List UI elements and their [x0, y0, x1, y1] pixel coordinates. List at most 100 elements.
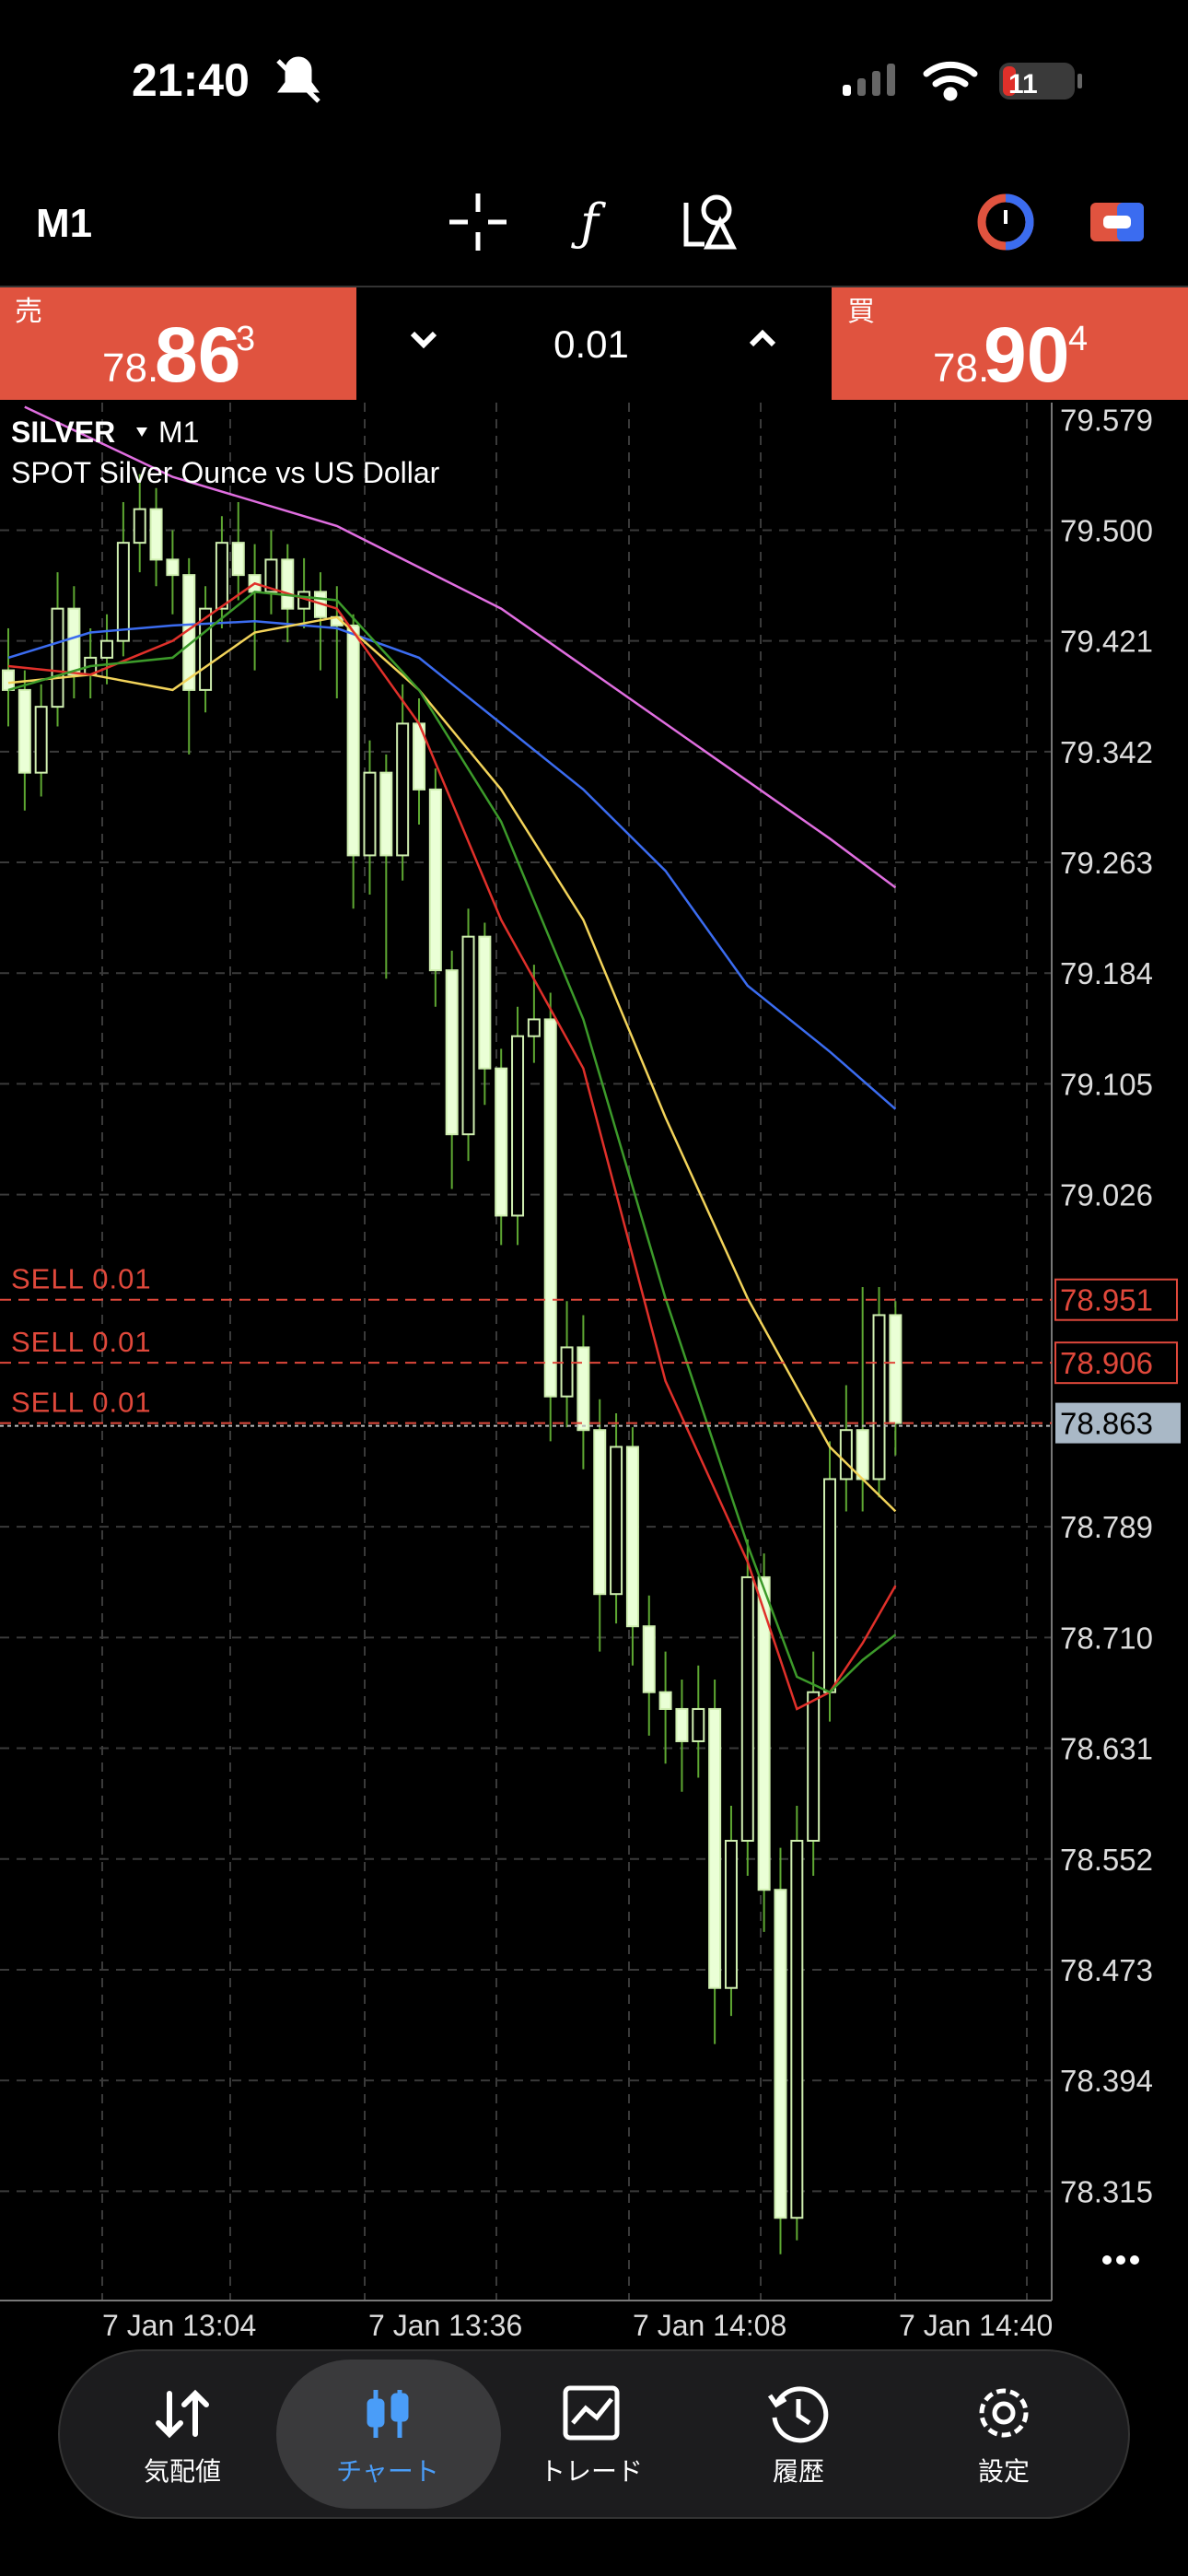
candle-body: [17, 688, 31, 774]
chart-timeframe: M1: [158, 416, 199, 449]
moving-average: [7, 581, 897, 1711]
objects-button[interactable]: [683, 194, 738, 250]
candle-body: [133, 508, 146, 544]
history-icon[interactable]: [767, 2386, 829, 2443]
trade-button[interactable]: [1090, 203, 1144, 241]
symbol-dropdown[interactable]: [136, 427, 147, 437]
buy-price-big: 90: [984, 311, 1069, 398]
candle-body: [461, 935, 475, 1136]
candle-body: [560, 1346, 574, 1398]
trade-icon[interactable]: [563, 2385, 620, 2441]
one-click-button[interactable]: [977, 193, 1034, 251]
grid: [0, 403, 1052, 2301]
sell-label: 売: [15, 297, 42, 327]
plot: [2, 405, 903, 2254]
active-tab: [276, 2359, 501, 2509]
order-price-label: 78.906: [1060, 1346, 1153, 1380]
buy-price-main: 78.: [933, 345, 989, 391]
y-tick-label: 78.315: [1060, 2174, 1153, 2208]
candle-body: [51, 607, 64, 708]
candle-body: [116, 542, 130, 642]
candle-body: [577, 1346, 590, 1432]
sell-button[interactable]: [0, 287, 356, 400]
y-tick-label: 78.710: [1060, 1621, 1153, 1655]
battery-percent: 11: [1008, 69, 1038, 100]
candle-body: [231, 542, 245, 577]
y-tick-label: 79.342: [1060, 735, 1153, 769]
order-price-box: [1054, 1341, 1178, 1385]
candle-body: [708, 1707, 722, 1989]
tab-label[interactable]: チャート: [336, 2457, 439, 2486]
y-tick-label: 78.394: [1060, 2064, 1153, 2098]
timeframe-button[interactable]: M1: [36, 201, 92, 246]
candle-body: [724, 1839, 738, 1989]
candle-body: [67, 607, 81, 676]
candle-body: [642, 1625, 656, 1693]
candle-body: [692, 1707, 705, 1742]
candle-body: [281, 558, 295, 610]
candle-body: [511, 1035, 525, 1217]
more-button[interactable]: [1102, 2255, 1139, 2265]
tab-label[interactable]: トレード: [540, 2457, 643, 2486]
candle-body: [2, 669, 15, 691]
settings-icon[interactable]: [979, 2388, 1029, 2438]
candle-body: [757, 1575, 771, 1891]
candle-body: [889, 1314, 903, 1424]
y-tick-label: 79.105: [1060, 1067, 1153, 1101]
candle-body: [527, 1018, 541, 1037]
candle-body: [675, 1707, 689, 1742]
y-tick-label: 78.789: [1060, 1510, 1153, 1544]
volume[interactable]: 0.01: [553, 322, 629, 366]
candle-body: [445, 969, 459, 1136]
y-tick-label: 79.421: [1060, 625, 1153, 659]
candle-body: [543, 1018, 557, 1398]
current-price-label: 78.863: [1060, 1407, 1153, 1441]
candle-body: [34, 706, 48, 774]
candle-body: [478, 935, 492, 1070]
wifi-icon: [923, 61, 978, 101]
candle-body: [872, 1314, 886, 1481]
x-tick-label: 7 Jan 14:08: [633, 2309, 786, 2342]
candle-body: [495, 1067, 508, 1217]
y-tick-label: 79.500: [1060, 513, 1153, 547]
volume-up[interactable]: [749, 329, 776, 347]
volume-down[interactable]: [410, 331, 437, 349]
candle-body: [790, 1839, 804, 2219]
tab-label[interactable]: 履歴: [773, 2457, 824, 2486]
mute-icon: [276, 56, 320, 103]
battery-level: [1003, 66, 1016, 96]
candle-body: [610, 1446, 623, 1596]
candle-body: [625, 1446, 639, 1628]
order-label: SELL 0.01: [11, 1387, 152, 1419]
order-label: SELL 0.01: [11, 1326, 152, 1358]
buy-price-small: 4: [1068, 320, 1088, 358]
crosshair-button[interactable]: [449, 193, 507, 251]
y-tick-label: 79.184: [1060, 956, 1153, 990]
tab-bar: [58, 2349, 1130, 2519]
quotes-icon[interactable]: [156, 2389, 209, 2439]
y-tick-label: 79.026: [1060, 1178, 1153, 1212]
tab-label[interactable]: 設定: [978, 2457, 1030, 2486]
x-tick-label: 7 Jan 13:04: [102, 2309, 256, 2342]
candle-body: [379, 771, 393, 857]
tab-label[interactable]: 気配値: [144, 2457, 221, 2486]
battery: [999, 63, 1075, 100]
y-tick-label: 78.552: [1060, 1843, 1153, 1877]
buy-label: 買: [847, 297, 875, 327]
candle-body: [149, 508, 163, 561]
candle-body: [215, 542, 228, 610]
candle-body: [346, 624, 360, 857]
y-tick-label: 78.631: [1060, 1732, 1153, 1766]
candle-body: [774, 1889, 787, 2219]
chart-icon[interactable]: [367, 2390, 409, 2438]
buy-button[interactable]: [832, 287, 1188, 400]
battery-tip: [1077, 74, 1082, 88]
sell-price-big: 86: [155, 311, 240, 398]
symbol[interactable]: SILVER: [11, 416, 115, 449]
moving-average: [7, 620, 897, 1110]
candle-body: [823, 1478, 836, 1693]
moving-average: [7, 615, 897, 1513]
